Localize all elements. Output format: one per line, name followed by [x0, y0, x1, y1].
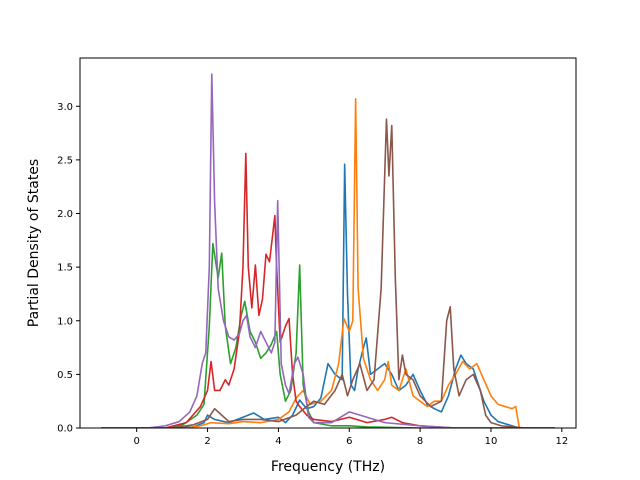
series-layer — [101, 73, 555, 428]
series-line-4 — [101, 152, 555, 428]
y-tick-label: 2.0 — [57, 209, 73, 220]
y-tick-label: 2.5 — [57, 155, 73, 166]
x-tick-label: 12 — [555, 436, 568, 447]
x-tick-label: 2 — [204, 436, 210, 447]
y-tick-label: 0.5 — [57, 370, 73, 381]
y-axis-label: Partial Density of States — [26, 159, 42, 327]
series-line-2 — [101, 97, 555, 428]
series-line-6 — [101, 118, 555, 428]
x-tick-label: 4 — [275, 436, 281, 447]
series-line-5 — [101, 73, 555, 428]
x-tick-label: 0 — [133, 436, 139, 447]
y-tick-label: 1.5 — [57, 263, 73, 274]
y-tick-label: 1.0 — [57, 316, 73, 327]
x-tick-label: 8 — [417, 436, 423, 447]
x-tick-label: 6 — [346, 436, 352, 447]
y-tick-label: 0.0 — [57, 424, 73, 435]
plot-frame — [79, 57, 577, 429]
x-axis-label: Frequency (THz) — [271, 459, 385, 475]
y-tick-label: 3.0 — [57, 102, 73, 113]
y-axis: 0.0 0.5 1.0 1.5 2.0 2.5 3.0 — [57, 102, 80, 435]
series-line-1 — [101, 163, 555, 428]
x-tick-label: 10 — [485, 436, 498, 447]
x-axis: 0 2 4 6 8 10 12 — [133, 428, 568, 447]
